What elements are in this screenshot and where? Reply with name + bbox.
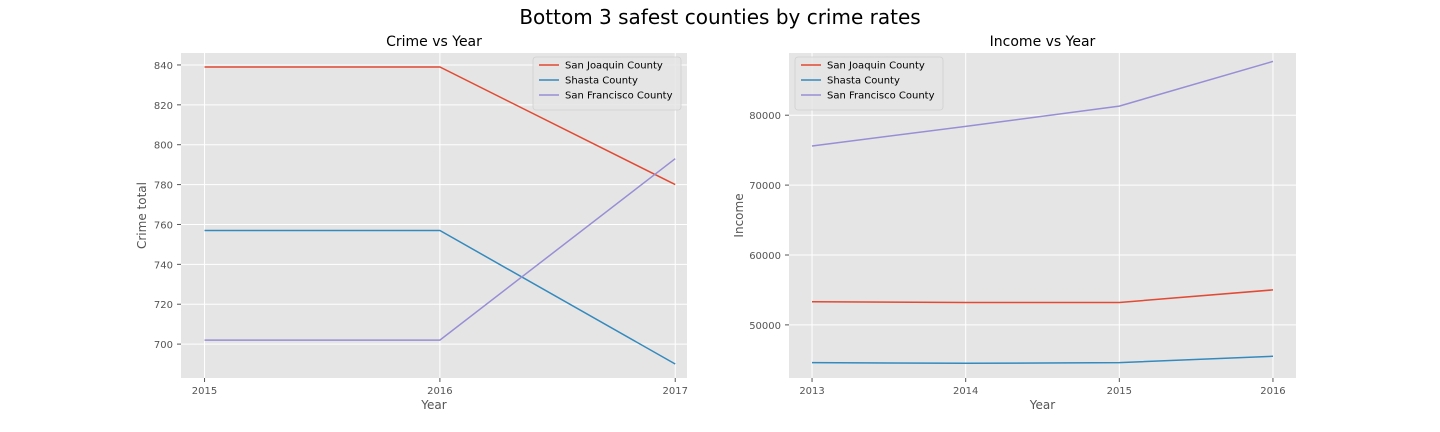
chart-1: 700 720 740 760 780 800 820 840 2015 2016 2017 Crim…: [135, 34, 688, 412]
legend-label: San Francisco County: [827, 91, 935, 102]
series-line-2: [204, 229, 676, 365]
legend-frame: [532, 56, 682, 111]
x-tick-label: 2014: [953, 386, 978, 397]
chart-title: Income vs Year: [990, 34, 1096, 50]
y-tick-label: 700: [154, 340, 173, 351]
legend-frame: [794, 56, 944, 111]
y-tick-label: 50000: [749, 321, 781, 332]
series-line-2: [811, 355, 1274, 365]
chart-2: 50000 60000 70000 80000 2013 2014 2015 2016 Inco…: [732, 34, 1296, 412]
y-tick-label: 840: [154, 61, 173, 72]
y-axis-label: Income: [732, 193, 746, 237]
y-tick-label: 820: [154, 101, 173, 112]
legend: San Joaquin County Shasta County San Franc…: [532, 56, 682, 111]
x-axis-label: Year: [420, 398, 446, 412]
y-tick-label: 740: [154, 260, 173, 271]
y-tick-label: 720: [154, 300, 173, 311]
legend-label: San Joaquin County: [565, 61, 663, 72]
y-tick-label: 60000: [749, 251, 781, 262]
x-tick-label: 2015: [1107, 386, 1132, 397]
legend-label: Shasta County: [565, 76, 638, 87]
legend-label: San Francisco County: [565, 91, 673, 102]
legend-label: Shasta County: [827, 76, 900, 87]
y-tick-label: 760: [154, 220, 173, 231]
series-line-3: [811, 60, 1274, 147]
x-axis-label: Year: [1029, 398, 1055, 412]
legend-label: San Joaquin County: [827, 61, 925, 72]
x-tick-label: 2017: [663, 386, 688, 397]
series-line-3: [204, 158, 676, 341]
x-tick-label: 2016: [427, 386, 452, 397]
y-tick-label: 80000: [749, 111, 781, 122]
series-line-1: [204, 66, 676, 186]
y-tick-label: 780: [154, 181, 173, 192]
chart-title: Crime vs Year: [386, 34, 482, 50]
y-axis-label: Crime total: [135, 182, 149, 249]
y-tick-label: 800: [154, 141, 173, 152]
figure-title: Bottom 3 safest counties by crime rates: [519, 5, 921, 29]
x-tick-label: 2016: [1260, 386, 1285, 397]
y-tick-label: 70000: [749, 181, 781, 192]
legend: San Joaquin County Shasta County San Franc…: [794, 56, 944, 111]
series-line-1: [811, 289, 1274, 304]
x-tick-label: 2013: [799, 386, 824, 397]
x-tick-label: 2015: [192, 386, 217, 397]
